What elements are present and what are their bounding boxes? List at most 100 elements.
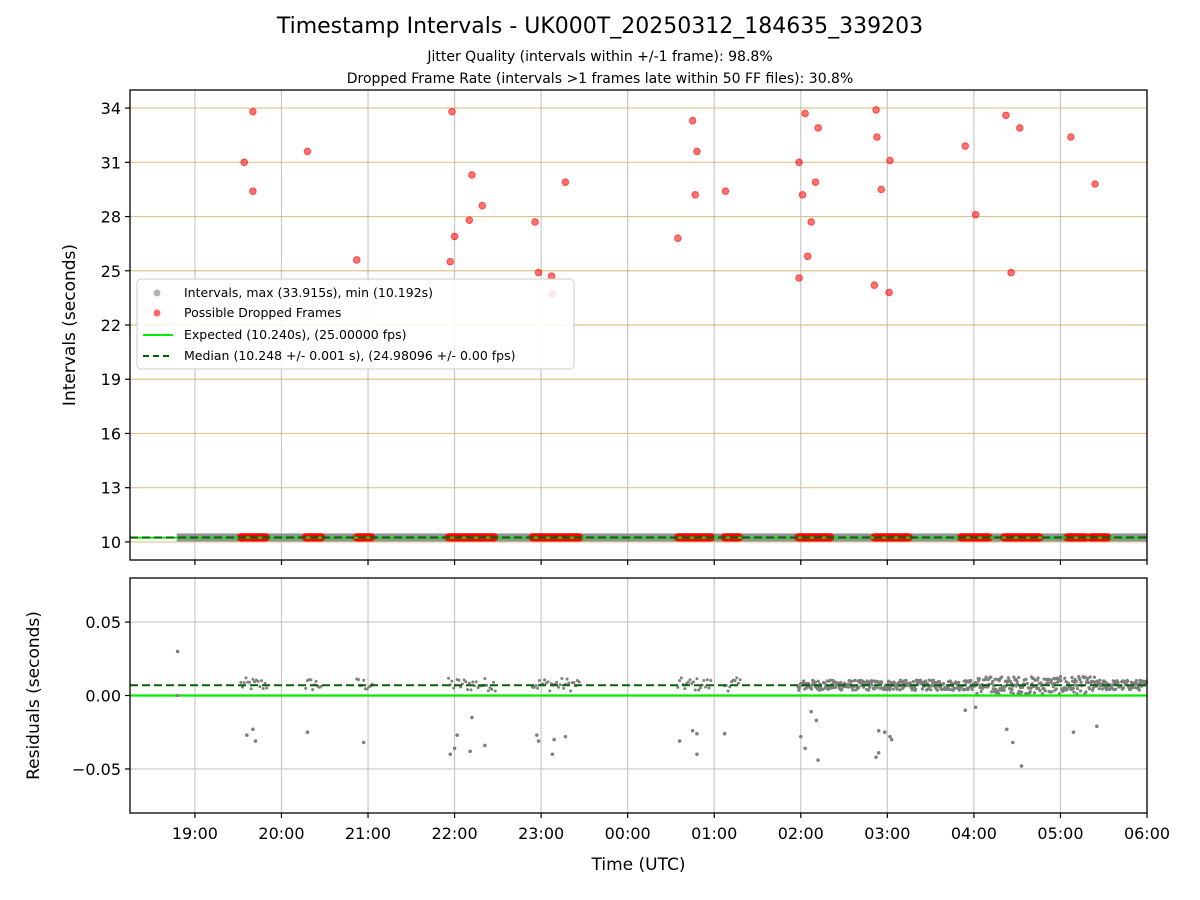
residual-point (1054, 687, 1058, 691)
dropped-frame-point (877, 185, 886, 194)
residual-point (1029, 686, 1033, 690)
intervals-y-tick-label: 19 (101, 370, 121, 389)
legend-marker (153, 289, 161, 297)
residual-point (809, 687, 814, 691)
residual-point (983, 677, 988, 682)
residual-point (726, 689, 730, 693)
residual-point (806, 681, 811, 685)
residual-point (914, 687, 918, 691)
residual-point (1088, 675, 1092, 679)
residual-point (1070, 675, 1074, 680)
time-x-tick-label: 04:00 (951, 824, 997, 843)
residual-point (834, 685, 838, 690)
residual-point (1059, 678, 1063, 683)
time-x-tick-label: 21:00 (345, 824, 391, 843)
residual-point (1011, 691, 1015, 696)
residual-point (452, 686, 456, 690)
residual-point (543, 678, 547, 682)
residual-point (562, 686, 566, 690)
residual-point (1091, 686, 1095, 690)
residual-point (898, 688, 902, 692)
residual-point (247, 680, 251, 684)
residual-point (1098, 678, 1102, 682)
dropped-frame-point (450, 232, 459, 241)
residual-point (733, 679, 737, 683)
legend-label: Expected (10.240s), (25.00000 fps) (184, 327, 406, 342)
residual-point (816, 679, 820, 683)
residual-point (560, 676, 564, 680)
residual-point (1058, 674, 1063, 679)
dropped-frame-point (446, 257, 455, 266)
residual-outlier-point (1011, 740, 1015, 745)
residual-point (691, 680, 695, 684)
residual-outlier-point (1094, 724, 1099, 729)
dropped-frame-point (801, 109, 809, 118)
residual-point (911, 679, 915, 684)
residual-point (862, 685, 866, 689)
residual-point (1086, 676, 1090, 681)
residual-point (466, 688, 470, 692)
residual-point (997, 679, 1001, 683)
residual-point (1028, 690, 1032, 694)
residual-outlier-point (552, 737, 556, 742)
residual-outlier-point (455, 733, 459, 737)
residual-outlier-point (175, 649, 180, 654)
chart-title: Timestamp Intervals - UK000T_20250312_18… (276, 14, 924, 39)
residual-point (870, 683, 874, 687)
residual-outlier-point (816, 758, 820, 762)
residual-outlier-point (245, 733, 249, 737)
intervals-y-tick-label: 31 (101, 153, 121, 172)
residuals-panel: −0.05 0.00 0.05 19:00 20:00 21:00 22:00 23:00 0… (24, 577, 1170, 875)
residual-point (940, 687, 944, 692)
residual-point (901, 686, 905, 690)
intervals-y-axis-label: Intervals (seconds) (60, 244, 80, 406)
residual-point (1074, 683, 1078, 687)
residual-point (1100, 687, 1104, 691)
residual-point (260, 679, 264, 683)
residual-point (886, 679, 891, 683)
residual-point (923, 679, 928, 683)
dropped-frame-point (1002, 111, 1010, 120)
intervals-y-tick-label: 10 (101, 533, 121, 552)
residual-point (459, 685, 463, 689)
residual-point (678, 679, 682, 683)
dropped-frame-point (1091, 180, 1099, 188)
residual-outlier-point (690, 728, 695, 733)
residual-point (1008, 679, 1012, 683)
time-x-tick-label: 06:00 (1124, 824, 1170, 843)
residual-point (686, 680, 690, 684)
residual-point (490, 687, 494, 691)
residuals-y-tick-label: 0.05 (85, 613, 121, 632)
residual-outlier-point (973, 705, 978, 710)
residual-outlier-point (798, 734, 803, 739)
time-x-tick-label: 03:00 (864, 824, 910, 843)
residual-point (963, 687, 967, 692)
residual-point (261, 687, 265, 691)
residual-point (1046, 681, 1050, 685)
residual-point (357, 678, 361, 682)
dropped-frame-point (693, 147, 701, 156)
residual-point (823, 681, 827, 685)
dropped-frame-point (870, 281, 879, 290)
residual-point (709, 678, 713, 682)
residual-point (738, 678, 742, 682)
residual-point (1097, 687, 1101, 691)
residual-point (1121, 686, 1126, 690)
residual-point (942, 681, 946, 686)
residual-outlier-point (251, 727, 255, 732)
residual-point (840, 687, 844, 691)
residual-outlier-point (722, 731, 727, 736)
residual-outlier-point (452, 746, 457, 751)
time-x-tick-label: 19:00 (172, 824, 218, 843)
residual-point (1061, 688, 1066, 693)
residual-point (1108, 687, 1112, 692)
residual-point (249, 687, 253, 691)
residual-point (304, 686, 308, 690)
dropped-frame-point (468, 171, 476, 179)
residual-point (1043, 689, 1047, 693)
residual-point (993, 677, 997, 681)
residuals-y-axis-label: Residuals (seconds) (24, 611, 44, 780)
residual-point (309, 678, 313, 682)
residual-point (969, 678, 973, 683)
dropped-frame-point (1007, 268, 1015, 277)
